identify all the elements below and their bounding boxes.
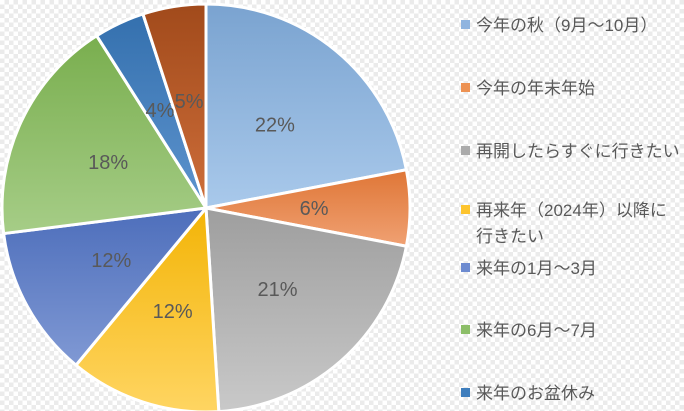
legend-color-swatch-icon bbox=[461, 20, 470, 29]
legend-item-label: 再開したらすぐに行きたい bbox=[476, 142, 680, 161]
pie-data-label-1: 22% bbox=[255, 115, 295, 137]
pie-slice-5[interactable] bbox=[2, 206, 208, 367]
legend-item-7[interactable]: 来年のお盆休み bbox=[461, 381, 595, 407]
pie-data-label-6: 18% bbox=[88, 152, 128, 174]
pie-data-label-3: 21% bbox=[257, 279, 297, 301]
pie-slice-3[interactable] bbox=[204, 206, 408, 411]
legend-color-swatch-icon bbox=[461, 263, 470, 272]
pie-data-label-5: 12% bbox=[91, 250, 131, 272]
legend-item-3[interactable]: 再開したらすぐに行きたい bbox=[461, 139, 680, 165]
pie-data-label-4: 12% bbox=[153, 301, 193, 323]
pie-chart: 22% 6% 21% 12% 12% 18% 4% 5% bbox=[0, 2, 412, 411]
legend-item-label: 来年のお盆休み bbox=[476, 384, 595, 403]
legend-item-label: 来年の6月〜7月 bbox=[476, 321, 597, 340]
pie-slice-6[interactable] bbox=[0, 34, 208, 236]
legend-item-5[interactable]: 来年の1月〜3月 bbox=[461, 256, 597, 282]
legend-color-swatch-icon bbox=[461, 146, 470, 155]
legend-item-label: 今年の年末年始 bbox=[476, 79, 595, 98]
pie-slice-8[interactable] bbox=[141, 2, 208, 210]
legend-item-label: 来年の1月〜3月 bbox=[476, 259, 597, 278]
pie-slice-4[interactable] bbox=[74, 206, 221, 411]
legend-color-swatch-icon bbox=[461, 205, 470, 214]
legend-item-2[interactable]: 今年の年末年始 bbox=[461, 76, 595, 102]
pie-data-label-2: 6% bbox=[300, 198, 329, 220]
legend-color-swatch-icon bbox=[461, 388, 470, 397]
pie-data-label-7: 4% bbox=[146, 100, 175, 122]
legend-item-label: 再来年（2024年）以降に 行きたい bbox=[476, 201, 667, 246]
legend-color-swatch-icon bbox=[461, 83, 470, 92]
pie-slice-1[interactable] bbox=[204, 2, 408, 210]
legend-item-1[interactable]: 今年の秋（9月〜10月） bbox=[461, 13, 657, 39]
legend-item-label: 今年の秋（9月〜10月） bbox=[476, 16, 658, 35]
pie-data-label-8: 5% bbox=[175, 91, 204, 113]
legend-item-6[interactable]: 来年の6月〜7月 bbox=[461, 318, 597, 344]
legend-item-4[interactable]: 再来年（2024年）以降に 行きたい bbox=[461, 198, 667, 250]
legend-color-swatch-icon bbox=[461, 325, 470, 334]
